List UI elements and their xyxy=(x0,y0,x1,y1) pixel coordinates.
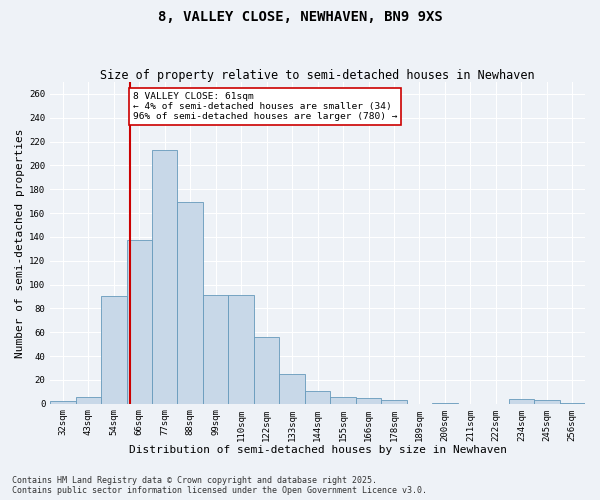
Bar xyxy=(534,400,560,404)
Bar xyxy=(50,402,76,404)
Bar xyxy=(229,296,254,404)
Bar xyxy=(509,399,534,404)
Text: 8 VALLEY CLOSE: 61sqm
← 4% of semi-detached houses are smaller (34)
96% of semi-: 8 VALLEY CLOSE: 61sqm ← 4% of semi-detac… xyxy=(133,92,397,122)
Text: 8, VALLEY CLOSE, NEWHAVEN, BN9 9XS: 8, VALLEY CLOSE, NEWHAVEN, BN9 9XS xyxy=(158,10,442,24)
Bar xyxy=(76,396,101,404)
Bar xyxy=(305,390,331,404)
Bar xyxy=(203,296,229,404)
Bar xyxy=(178,202,203,404)
Bar xyxy=(254,337,280,404)
Y-axis label: Number of semi-detached properties: Number of semi-detached properties xyxy=(15,128,25,358)
Bar xyxy=(560,402,585,404)
Bar xyxy=(331,396,356,404)
Bar xyxy=(127,240,152,404)
Text: Contains HM Land Registry data © Crown copyright and database right 2025.
Contai: Contains HM Land Registry data © Crown c… xyxy=(12,476,427,495)
Bar xyxy=(280,374,305,404)
Bar xyxy=(101,296,127,404)
Bar xyxy=(356,398,381,404)
Title: Size of property relative to semi-detached houses in Newhaven: Size of property relative to semi-detach… xyxy=(100,69,535,82)
Bar xyxy=(152,150,178,404)
Bar xyxy=(381,400,407,404)
Bar xyxy=(432,402,458,404)
X-axis label: Distribution of semi-detached houses by size in Newhaven: Distribution of semi-detached houses by … xyxy=(128,445,506,455)
